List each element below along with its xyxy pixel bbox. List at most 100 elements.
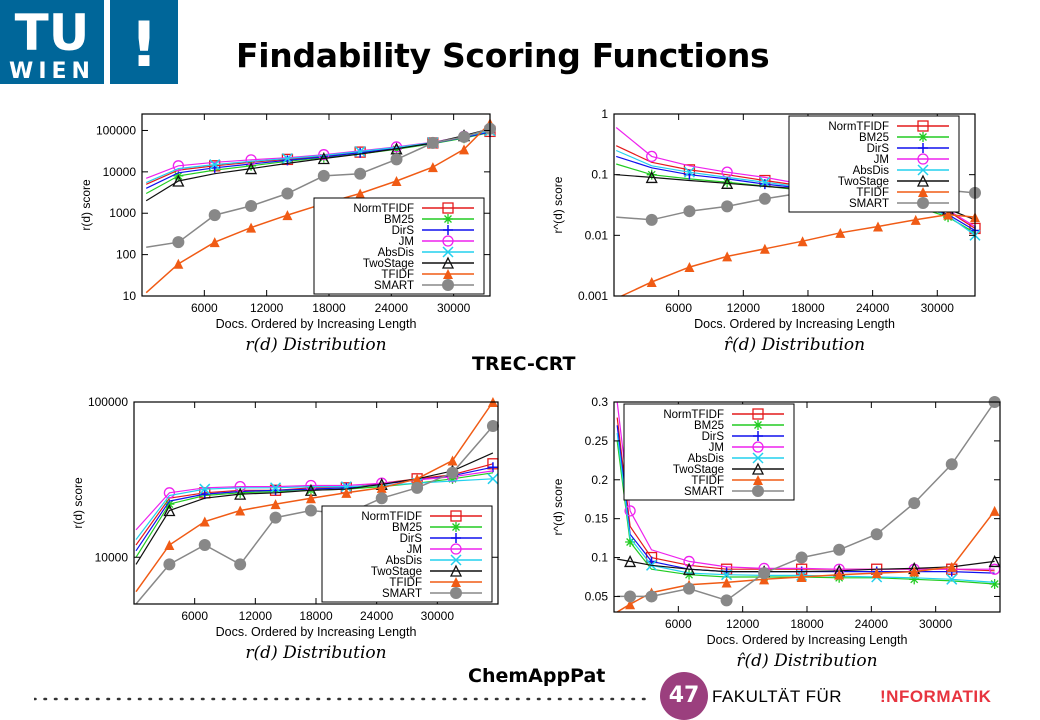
series-point-smart [833, 543, 846, 556]
series-line-dirs [616, 425, 995, 574]
series-point-tfidf [946, 561, 957, 572]
series-point-smart [198, 538, 211, 551]
series-point-twostage [304, 483, 317, 496]
series-point-bm25 [759, 572, 770, 582]
legend-label-normtfidf: NormTFIDF [361, 511, 422, 523]
footer-faculty-text: FAKULTÄT FÜR [712, 687, 843, 706]
series-point-bm25 [909, 574, 920, 585]
series-point-normtfidf [871, 563, 883, 575]
legend-label-smart: SMART [374, 280, 414, 292]
series-point-twostage [234, 487, 247, 500]
series-point-smart [683, 582, 696, 595]
series-point-normtfidf [645, 551, 658, 564]
series-point-absdis [910, 198, 922, 210]
series-point-twostage [457, 129, 471, 142]
legend-marker-bm25 [451, 522, 461, 532]
series-point-smart [969, 186, 981, 199]
series-point-smart [484, 122, 496, 135]
y-tick-label: 0.15 [585, 512, 609, 526]
series-point-jm [624, 505, 636, 517]
legend-marker-twostage [449, 564, 463, 577]
series-point-tfidf [910, 214, 921, 225]
series-line-bm25 [145, 131, 491, 195]
y-axis-label: r(d) score [79, 179, 93, 231]
series-point-twostage [988, 554, 1001, 568]
series-point-smart [872, 184, 885, 197]
series-point-dirs [341, 482, 352, 493]
series-point-twostage [942, 202, 955, 215]
series-point-smart [163, 558, 176, 571]
legend-label-twostage: TwoStage [838, 176, 889, 188]
series-line-twostage [616, 174, 976, 221]
series-point-bm25 [646, 169, 657, 180]
legend-box [321, 505, 493, 603]
plot-frame [141, 113, 491, 297]
slide-title: Findability Scoring Functions [236, 36, 770, 75]
series-point-bm25 [722, 177, 733, 188]
series-point-jm [390, 141, 403, 153]
series-point-smart [945, 458, 958, 471]
plot-frame [133, 401, 499, 605]
legend-label-bm25: BM25 [384, 214, 414, 226]
series-line-dirs [135, 466, 494, 552]
legend-marker-dirs [451, 533, 461, 543]
series-point-smart [721, 200, 734, 213]
y-tick-label: 1 [601, 107, 608, 121]
y-axis-label: r^(d) score [551, 478, 565, 535]
series-point-jm [163, 487, 176, 499]
series-line-dirs [145, 131, 491, 189]
legend-label-twostage: TwoStage [371, 566, 422, 578]
chart-caption: r(d) Distribution [245, 643, 386, 663]
series-point-tfidf [391, 176, 402, 187]
series-point-twostage [245, 162, 258, 175]
y-tick-label: 0.01 [585, 228, 609, 242]
series-point-twostage [796, 182, 809, 195]
legend-label-twostage: TwoStage [673, 464, 724, 476]
series-point-twostage [390, 142, 403, 155]
footer-dotted-line [34, 697, 646, 701]
series-line-tfidf [135, 401, 494, 593]
x-tick-label: 24000 [856, 301, 890, 315]
y-tick-label: 0.001 [578, 289, 608, 303]
y-tick-label: 100000 [96, 123, 136, 137]
series-point-smart [458, 130, 471, 143]
series-point-smart [208, 209, 221, 222]
legend-box [623, 403, 795, 501]
series-point-jm [721, 166, 733, 178]
series-point-twostage [908, 561, 921, 575]
series-point-twostage [721, 176, 734, 189]
plot-frame [613, 401, 1001, 613]
series-point-tfidf [759, 574, 770, 585]
series-point-normtfidf [484, 125, 496, 138]
series-line-absdis [616, 433, 995, 583]
x-tick-label: 6000 [665, 617, 692, 631]
series-point-smart [245, 199, 258, 212]
series-point-jm [318, 149, 330, 161]
legend-label-tfidf: TFIDF [389, 577, 422, 589]
series-point-smart [269, 511, 282, 524]
series-point-dirs [759, 179, 770, 190]
legend-marker-tfidf [451, 577, 461, 587]
series-point-jm [942, 204, 954, 216]
series-point-tfidf [459, 144, 470, 155]
legend-label-jm: JM [874, 154, 889, 166]
series-line-jm [135, 470, 493, 531]
series-point-absdis [946, 573, 958, 585]
x-tick-label: 6000 [181, 609, 208, 623]
series-point-smart [758, 567, 771, 580]
series-line-jm [615, 127, 976, 228]
legend-label-normtfidf: NormTFIDF [663, 409, 724, 421]
series-point-normtfidf [487, 458, 499, 470]
series-point-normtfidf [969, 222, 981, 235]
legend-label-bm25: BM25 [694, 420, 724, 432]
series-point-smart [234, 558, 247, 571]
series-point-smart [411, 481, 424, 494]
series-point-jm [234, 480, 246, 493]
x-tick-label: 24000 [855, 617, 889, 631]
series-point-tfidf [873, 221, 884, 232]
y-tick-label: 0.3 [591, 395, 608, 409]
series-point-twostage [645, 170, 658, 184]
series-point-bm25 [459, 133, 470, 144]
x-tick-label: 6000 [665, 301, 692, 315]
series-point-bm25 [246, 160, 257, 171]
